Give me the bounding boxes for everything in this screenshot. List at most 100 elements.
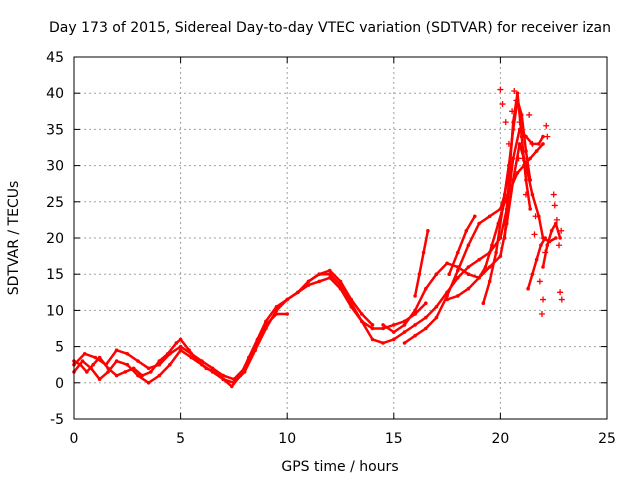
y-tick-label: -5 <box>50 412 64 428</box>
data-point <box>157 362 162 367</box>
data-point <box>413 294 417 298</box>
data-point <box>539 243 543 247</box>
x-tick-label: 5 <box>176 431 185 447</box>
data-point <box>296 290 300 295</box>
data-layer <box>72 86 565 389</box>
data-point <box>114 359 119 363</box>
plus-marker <box>526 111 533 118</box>
data-point <box>104 362 108 367</box>
plus-marker <box>550 191 557 198</box>
data-point <box>445 297 449 302</box>
x-tick-label: 10 <box>278 431 296 447</box>
data-point <box>447 272 452 277</box>
y-tick-label: 20 <box>46 231 64 247</box>
y-tick-label: 0 <box>55 376 64 392</box>
data-point <box>456 268 460 273</box>
data-point <box>464 229 469 233</box>
data-point <box>306 279 311 284</box>
data-point <box>80 359 85 363</box>
plus-marker <box>505 140 512 147</box>
data-point <box>477 221 481 226</box>
data-point <box>537 214 541 219</box>
data-point <box>360 319 364 324</box>
series-track-12 <box>526 236 547 291</box>
data-point <box>511 120 515 124</box>
plus-marker <box>511 88 518 95</box>
plus-marker <box>553 216 560 223</box>
data-point <box>530 192 535 197</box>
x-axis-label: GPS time / hours <box>281 459 398 475</box>
data-point <box>93 355 98 360</box>
data-point <box>515 171 520 175</box>
data-point <box>487 279 492 284</box>
y-axis-label: SDTVAR / TECUs <box>6 181 22 296</box>
y-tick-label: 10 <box>46 303 64 319</box>
data-point <box>189 355 194 360</box>
plus-marker <box>499 101 506 108</box>
data-point <box>534 257 539 262</box>
plus-marker <box>531 231 538 238</box>
data-point <box>421 250 426 255</box>
plus-marker <box>556 242 563 249</box>
data-point <box>524 178 528 182</box>
y-tick-label: 35 <box>46 122 64 138</box>
data-point <box>125 352 130 356</box>
data-point <box>328 268 332 273</box>
data-point <box>178 348 183 353</box>
data-point <box>402 323 407 327</box>
plus-marker <box>522 191 529 198</box>
data-point <box>456 294 460 298</box>
x-tick-label: 25 <box>598 431 616 447</box>
data-point <box>97 377 102 382</box>
data-point <box>178 344 183 349</box>
y-tick-label: 15 <box>46 267 64 283</box>
x-tick-label: 20 <box>491 431 509 447</box>
series-line <box>413 229 430 298</box>
data-point <box>392 337 396 342</box>
data-point <box>232 381 236 385</box>
data-point <box>528 156 532 161</box>
plus-marker <box>538 311 545 318</box>
data-point <box>338 279 343 284</box>
series-track-9 <box>447 214 477 277</box>
data-point <box>424 326 428 331</box>
data-point <box>511 156 515 161</box>
y-tick-label: 30 <box>46 159 64 175</box>
data-point <box>274 308 279 313</box>
data-point <box>221 377 225 382</box>
data-point <box>123 370 127 374</box>
data-point <box>558 236 562 240</box>
data-point <box>537 142 541 146</box>
data-point <box>210 366 215 371</box>
plus-marker <box>543 122 550 129</box>
data-point <box>530 272 535 277</box>
data-point <box>445 261 449 266</box>
data-point <box>370 337 375 342</box>
plus-marker <box>497 86 504 93</box>
data-point <box>381 323 385 327</box>
data-point <box>466 243 471 247</box>
data-point <box>445 294 449 298</box>
data-point <box>392 323 396 327</box>
data-point <box>507 178 511 182</box>
plus-marker <box>509 108 516 115</box>
plus-marker <box>558 296 565 303</box>
data-point <box>473 214 477 219</box>
data-point <box>221 373 225 378</box>
data-point <box>285 312 290 316</box>
data-point <box>85 370 89 374</box>
data-point <box>426 229 430 233</box>
data-point <box>136 359 140 363</box>
plus-marker <box>515 155 522 162</box>
data-point <box>106 370 110 374</box>
data-point <box>200 359 204 363</box>
plus-marker <box>516 119 523 126</box>
data-point <box>200 362 204 367</box>
series-line <box>72 269 374 385</box>
data-point <box>519 134 524 139</box>
data-point <box>402 330 407 334</box>
data-point <box>285 297 290 302</box>
data-point <box>413 323 417 327</box>
plus-marker <box>532 213 539 220</box>
data-point <box>114 348 119 353</box>
